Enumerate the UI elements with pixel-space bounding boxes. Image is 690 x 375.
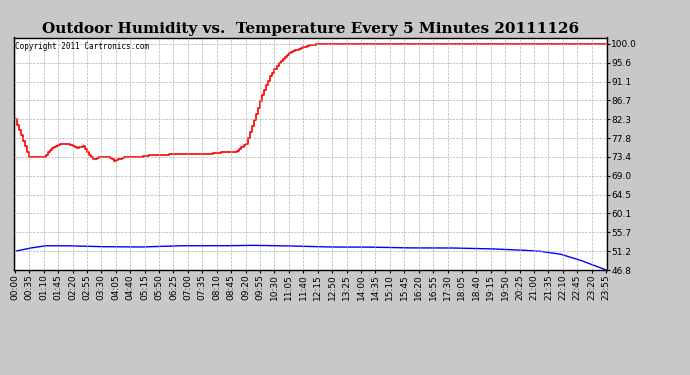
Title: Outdoor Humidity vs.  Temperature Every 5 Minutes 20111126: Outdoor Humidity vs. Temperature Every 5… — [42, 22, 579, 36]
Text: Copyright 2011 Cartronics.com: Copyright 2011 Cartronics.com — [15, 42, 149, 51]
